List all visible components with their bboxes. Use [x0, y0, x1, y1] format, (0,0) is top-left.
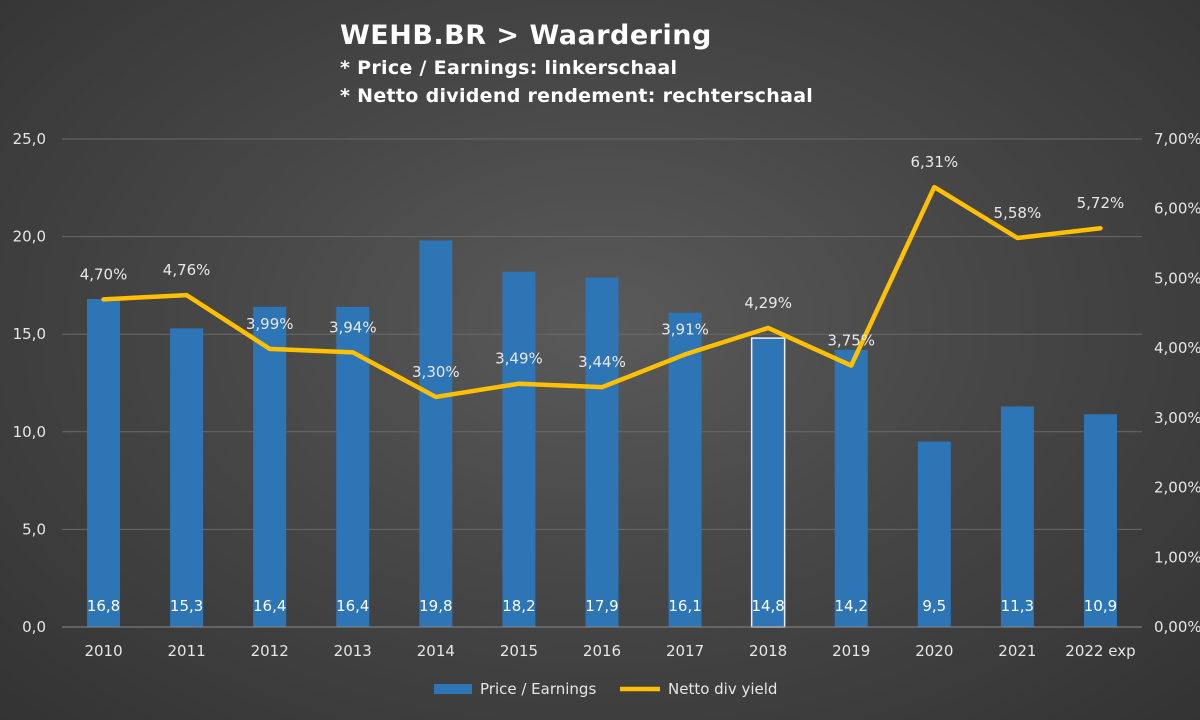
yield-value-label: 6,31% [910, 153, 958, 171]
x-axis-category-label: 2010 [84, 642, 122, 660]
pe-bar [87, 299, 121, 627]
left-axis-tick-label: 5,0 [22, 520, 46, 538]
legend: Price / Earnings Netto div yield [434, 680, 777, 698]
chart-title: WEHB.BR > Waardering [340, 20, 712, 51]
yield-value-label: 4,70% [80, 265, 128, 283]
x-axis-category-label: 2018 [749, 642, 787, 660]
x-axis-category-label: 2022 exp [1065, 642, 1135, 660]
right-axis-tick-label: 1,00% [1154, 548, 1200, 566]
yield-line [101, 184, 1103, 400]
x-axis-category-label: 2021 [998, 642, 1036, 660]
pe-bar-value-label: 16,8 [87, 597, 120, 615]
x-axis-category-label: 2015 [500, 642, 538, 660]
pe-bar [585, 277, 619, 627]
legend-swatch-pe [434, 684, 472, 694]
right-axis-tick-label: 0,00% [1154, 618, 1200, 636]
yield-value-label: 3,49% [495, 350, 543, 368]
yield-value-label: 4,76% [163, 261, 211, 279]
yield-value-label: 3,94% [329, 318, 377, 336]
pe-bar [750, 337, 786, 628]
chart-subtitle-right-scale: * Netto dividend rendement: rechterschaa… [340, 85, 814, 107]
pe-bar [419, 240, 453, 627]
right-axis-tick-label: 7,00% [1154, 130, 1200, 148]
pe-bar-value-label: 15,3 [170, 597, 203, 615]
right-axis-tick-label: 4,00% [1154, 339, 1200, 357]
yield-value-label: 3,75% [827, 332, 875, 350]
yield-line-group [101, 184, 1103, 400]
pe-bar-value-label: 16,4 [253, 597, 286, 615]
left-axis-tick-label: 20,0 [13, 228, 46, 246]
x-axis-category-label: 2017 [666, 642, 704, 660]
left-axis-tick-label: 0,0 [22, 618, 46, 636]
right-axis-tick-label: 2,00% [1154, 479, 1200, 497]
left-axis-tick-label: 10,0 [13, 423, 46, 441]
right-axis-tick-label: 6,00% [1154, 200, 1200, 218]
chart-subtitle-left-scale: * Price / Earnings: linkerschaal [340, 57, 678, 79]
pe-bar [917, 441, 951, 627]
pe-bar [336, 306, 370, 627]
yield-value-label: 4,29% [744, 294, 792, 312]
yield-line-labels: 4,70% 4,76% 3,99% 3,94% 3,30% 3,49% 3,44% 3,91%… [80, 153, 1125, 381]
x-axis-category-label: 2013 [334, 642, 372, 660]
pe-bar-value-label: 10,9 [1084, 597, 1117, 615]
left-axis-tick-label: 15,0 [13, 325, 46, 343]
x-axis-category-label: 2011 [168, 642, 206, 660]
pe-bar [253, 306, 287, 627]
pe-bar-value-label: 19,8 [419, 597, 452, 615]
right-axis-tick-label: 3,00% [1154, 409, 1200, 427]
yield-value-label: 5,58% [994, 204, 1042, 222]
pe-bar-value-label: 11,3 [1001, 597, 1034, 615]
axes: 0,0 5,0 10,0 15,0 20,0 25,0 0,00% 1,00% 2,00% 3,0… [13, 130, 1200, 660]
pe-bar [668, 312, 702, 627]
pe-bar-value-label: 18,2 [502, 597, 535, 615]
x-axis-category-label: 2014 [417, 642, 455, 660]
pe-bar-value-label: 16,1 [668, 597, 701, 615]
pe-bar [1000, 406, 1034, 627]
pe-bar [1083, 414, 1117, 627]
pe-bar-value-label: 16,4 [336, 597, 369, 615]
chart-title-block: WEHB.BR > Waardering * Price / Earnings:… [340, 18, 813, 110]
pe-bar-labels: 16,8 15,3 16,4 16,4 19,8 18,2 17,9 16,1 14,8 14,2… [87, 597, 1117, 615]
right-axis-tick-label: 5,00% [1154, 269, 1200, 287]
pe-bar-value-label: 9,5 [922, 597, 946, 615]
yield-value-label: 3,44% [578, 353, 626, 371]
pe-bar [502, 271, 536, 627]
yield-value-label: 3,91% [661, 320, 709, 338]
x-axis-category-label: 2012 [251, 642, 289, 660]
x-axis-category-label: 2019 [832, 642, 870, 660]
legend-label-yield: Netto div yield [668, 680, 777, 698]
pe-bar-value-label: 17,9 [585, 597, 618, 615]
pe-bar-value-label: 14,2 [835, 597, 868, 615]
yield-value-label: 3,99% [246, 315, 294, 333]
pe-bar [170, 328, 204, 627]
yield-value-label: 5,72% [1077, 194, 1125, 212]
pe-bar-value-label: 14,8 [751, 597, 784, 615]
x-axis-category-label: 2020 [915, 642, 953, 660]
left-axis-tick-label: 25,0 [13, 130, 46, 148]
yield-value-label: 3,30% [412, 363, 460, 381]
pe-bar [834, 349, 868, 627]
legend-label-pe: Price / Earnings [480, 680, 596, 698]
x-axis-category-label: 2016 [583, 642, 621, 660]
pe-bars [87, 240, 1117, 628]
